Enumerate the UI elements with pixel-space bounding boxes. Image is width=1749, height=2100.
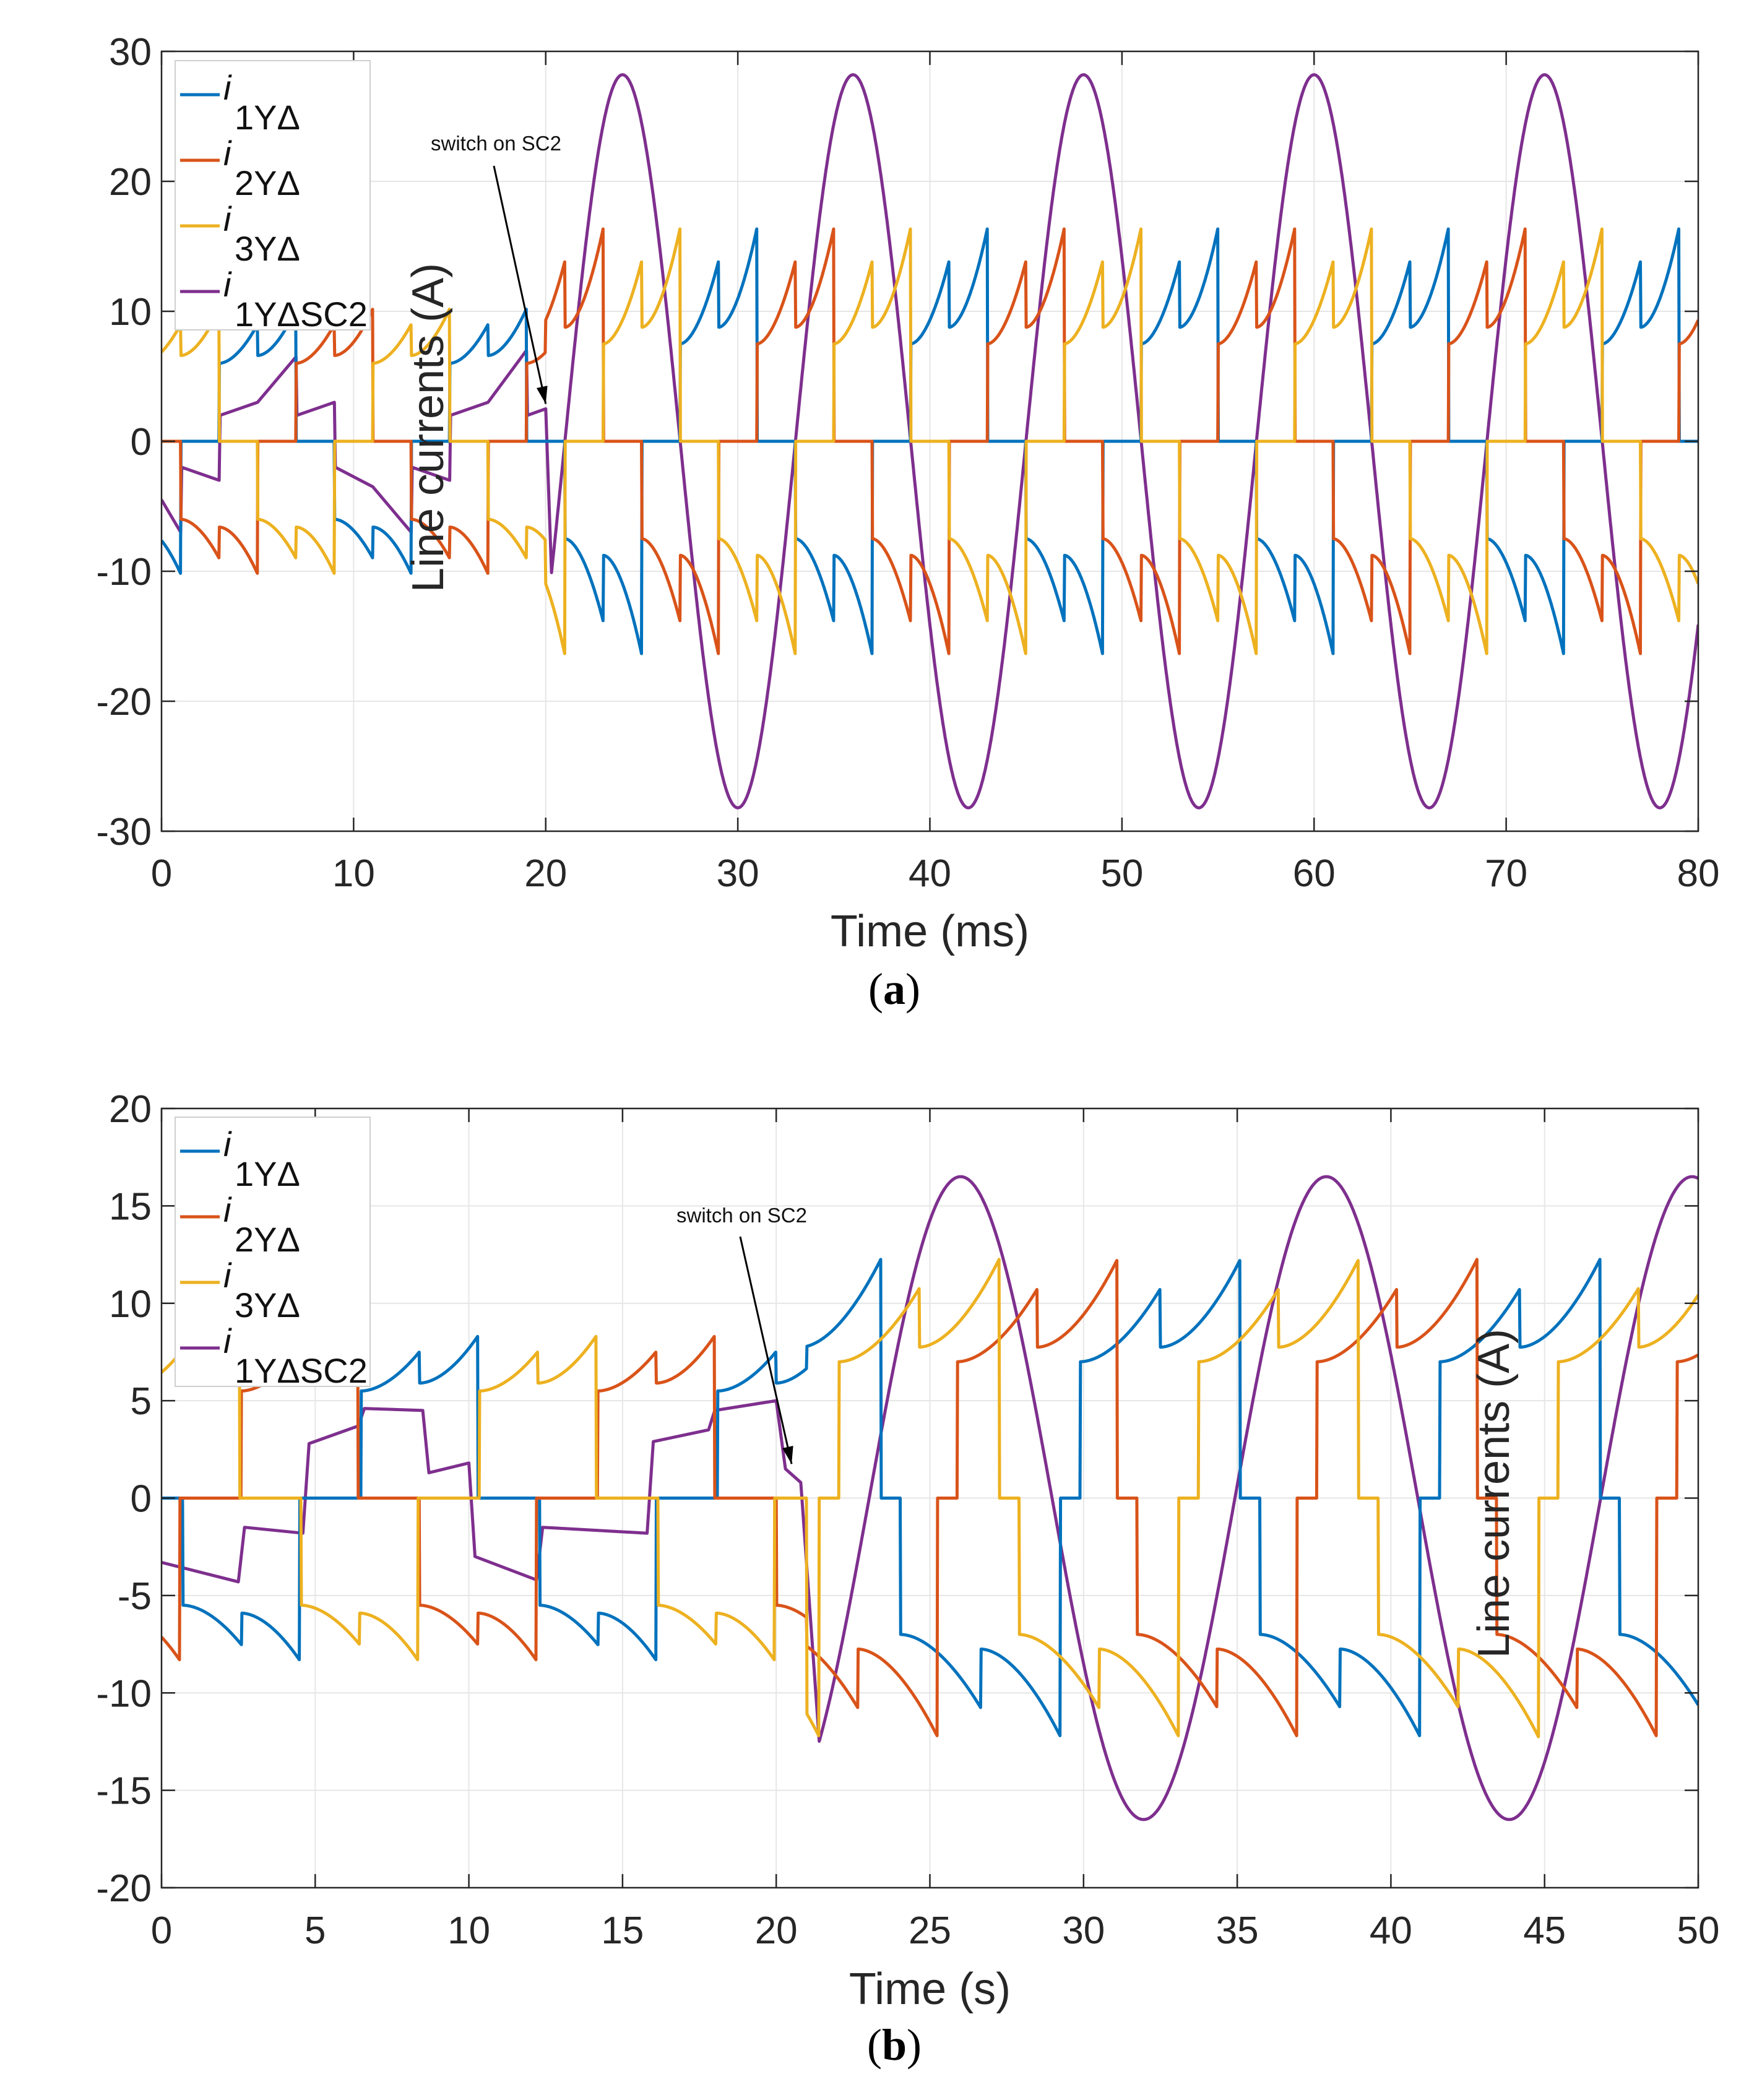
y-tick-label: -30 bbox=[96, 811, 152, 853]
y-tick-label: -20 bbox=[96, 681, 152, 724]
y-tick-label: 0 bbox=[131, 421, 152, 464]
legend-subscript: 3YΔ bbox=[235, 1285, 300, 1324]
y-axis-label: Line currents (A) bbox=[1469, 1329, 1519, 1658]
panel-caption: (b) bbox=[867, 2020, 922, 2070]
x-tick-label: 20 bbox=[755, 1909, 798, 1952]
legend-symbol: i bbox=[223, 134, 232, 173]
x-tick-label: 15 bbox=[601, 1909, 644, 1952]
annotation-arrowhead bbox=[782, 1445, 793, 1464]
caption-paren-open: ( bbox=[867, 2020, 882, 2070]
x-tick-label: 30 bbox=[717, 852, 759, 895]
y-tick-label: 15 bbox=[109, 1185, 152, 1228]
y-tick-label: 20 bbox=[109, 161, 152, 204]
x-axis-label: Time (ms) bbox=[831, 907, 1029, 956]
legend-symbol: i bbox=[223, 1256, 232, 1295]
x-tick-label: 5 bbox=[304, 1909, 326, 1952]
y-tick-label: 10 bbox=[109, 1283, 152, 1326]
annotation-arrowhead bbox=[536, 386, 548, 404]
legend-box bbox=[175, 60, 371, 331]
legend-symbol: i bbox=[223, 1125, 232, 1164]
series-line-1yd bbox=[162, 227, 1698, 655]
x-tick-label: 0 bbox=[151, 1909, 172, 1952]
series-line-1ydsc2 bbox=[162, 1175, 1698, 1821]
y-tick-label: 5 bbox=[131, 1380, 152, 1423]
legend-subscript: 2YΔ bbox=[235, 163, 300, 202]
y-tick-label: -20 bbox=[96, 1867, 152, 1910]
series-line-3yd bbox=[162, 227, 1698, 655]
annotation-text: switch on SC2 bbox=[676, 1204, 807, 1227]
legend-subscript: 1YΔ bbox=[235, 98, 300, 137]
legend-subscript: 3YΔ bbox=[235, 229, 300, 268]
annotation-arrow-line bbox=[739, 1236, 793, 1464]
legend-subscript: 1YΔSC2 bbox=[235, 295, 368, 334]
x-tick-label: 60 bbox=[1293, 852, 1336, 895]
x-tick-label: 50 bbox=[1100, 852, 1143, 895]
y-tick-label: -5 bbox=[118, 1575, 152, 1618]
series-line-2yd bbox=[162, 227, 1698, 655]
annotation-text: switch on SC2 bbox=[431, 132, 561, 155]
y-tick-label: 0 bbox=[131, 1478, 152, 1521]
x-tick-label: 20 bbox=[524, 852, 567, 895]
legend-box bbox=[175, 1117, 371, 1387]
legend-symbol: i bbox=[223, 68, 232, 107]
x-tick-label: 35 bbox=[1216, 1909, 1259, 1952]
legend-symbol: i bbox=[223, 1190, 232, 1229]
x-tick-label: 0 bbox=[151, 852, 172, 895]
chart-panel-b: 0 5 10 15 20 25 30 35 40 45 50 -20 -15 -10 -5 0 5 10 15 20 T… bbox=[96, 1088, 1719, 2070]
annotation-arrow-line bbox=[493, 165, 547, 404]
x-tick-label: 40 bbox=[1370, 1909, 1412, 1952]
x-tick-label: 80 bbox=[1677, 852, 1720, 895]
legend-symbol: i bbox=[223, 1321, 232, 1360]
y-tick-label: 10 bbox=[109, 291, 152, 334]
caption-paren-close: ) bbox=[905, 964, 920, 1014]
y-tick-label: -10 bbox=[96, 551, 152, 594]
y-tick-label: 30 bbox=[109, 31, 152, 74]
x-tick-label: 40 bbox=[909, 852, 951, 895]
legend-subscript: 1YΔ bbox=[235, 1154, 300, 1193]
series-line-1ydsc2 bbox=[162, 73, 1698, 810]
x-axis-label: Time (s) bbox=[849, 1964, 1011, 2014]
x-tick-label: 45 bbox=[1523, 1909, 1566, 1952]
legend-symbol: i bbox=[223, 199, 232, 238]
x-tick-label: 10 bbox=[447, 1909, 490, 1952]
caption-letter: a bbox=[883, 964, 905, 1014]
x-tick-label: 30 bbox=[1062, 1909, 1105, 1952]
series-line-3yd bbox=[162, 1258, 1698, 1739]
panel-caption: (a) bbox=[868, 964, 920, 1014]
y-tick-label: -10 bbox=[96, 1672, 152, 1715]
x-tick-label: 50 bbox=[1677, 1909, 1720, 1952]
legend-subscript: 1YΔSC2 bbox=[235, 1351, 368, 1390]
caption-paren-open: ( bbox=[868, 964, 883, 1014]
legend-symbol: i bbox=[223, 265, 232, 304]
caption-paren-close: ) bbox=[907, 2020, 922, 2070]
chart-panel-a: 0 10 20 30 40 50 60 70 80 -30 -20 -10 0 10 20 30 Time (m… bbox=[96, 31, 1719, 1014]
legend-subscript: 2YΔ bbox=[235, 1220, 300, 1259]
y-axis-label: Line currents (A) bbox=[404, 263, 453, 592]
y-tick-label: 20 bbox=[109, 1088, 152, 1131]
caption-letter: b bbox=[882, 2020, 907, 2070]
x-tick-label: 25 bbox=[909, 1909, 951, 1952]
x-tick-label: 10 bbox=[332, 852, 375, 895]
series-line-1yd bbox=[162, 1258, 1698, 1737]
y-tick-label: -15 bbox=[96, 1770, 152, 1813]
x-tick-label: 70 bbox=[1485, 852, 1527, 895]
